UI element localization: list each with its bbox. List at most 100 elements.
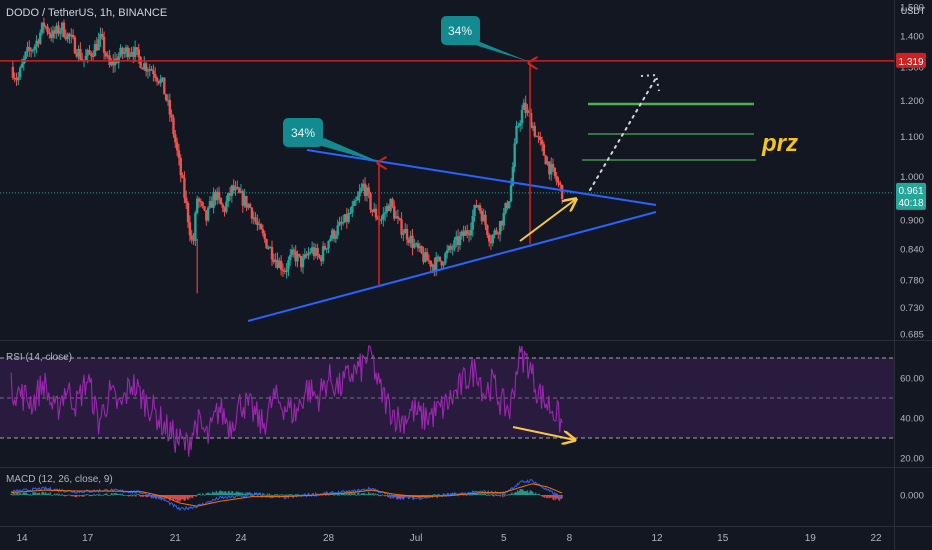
candle (393, 200, 396, 221)
candle (475, 199, 478, 209)
macd-histogram-bar (34, 492, 36, 495)
candle-body (248, 204, 252, 208)
macd-histogram-bar (23, 492, 25, 495)
candle-body (263, 233, 266, 240)
macd-histogram-bar (27, 494, 30, 495)
macd-histogram-bar (20, 494, 22, 495)
candle (502, 207, 505, 230)
projection-arrowhead (640, 73, 660, 92)
candle (274, 253, 277, 268)
chart-title[interactable]: DODO / TetherUS, 1h, BINANCE (6, 7, 167, 19)
rsi-divergence-arrow[interactable] (512, 426, 575, 440)
macd-histogram-bar (109, 495, 112, 496)
candle-body (225, 201, 228, 212)
candle-body (380, 219, 383, 221)
candle-body (334, 235, 338, 239)
candle-body (289, 255, 292, 261)
macd-histogram-bar (54, 493, 56, 495)
macd-histogram-bar (537, 493, 540, 495)
candle-body (268, 246, 272, 249)
candle (347, 208, 350, 224)
candle-body (228, 193, 232, 196)
projection-arrow[interactable] (589, 77, 657, 191)
candle-body (40, 22, 44, 33)
candle (212, 187, 215, 214)
macd-histogram-bar (349, 495, 352, 496)
macd-legend[interactable]: MACD (12, 26, close, 9) (6, 474, 113, 485)
candle-body (549, 163, 553, 175)
macd-histogram-bar (141, 495, 144, 497)
candle (325, 247, 328, 254)
candle (508, 201, 511, 210)
candle (79, 42, 82, 62)
candle (376, 215, 380, 220)
price-tick-label: 1.400 (900, 32, 924, 43)
macd-histogram-bar (114, 492, 116, 495)
callout-left-text: 34% (291, 126, 315, 140)
macd-histogram-bar (94, 495, 96, 496)
price-axis[interactable]: 1.500 1.400 1.300 1.200 1.100 1.000 0.900 0.840… (900, 3, 924, 341)
macd-histogram-bar (242, 492, 244, 495)
macd-histogram-bar (554, 495, 556, 498)
candle-body (400, 219, 403, 235)
candle (405, 224, 409, 246)
candle-body (407, 239, 411, 243)
candle-body (535, 136, 538, 138)
macd-histogram-bar (59, 495, 62, 496)
candle (396, 209, 400, 224)
macd-histogram-bar (295, 495, 298, 496)
callout-left[interactable]: 34% (283, 118, 382, 163)
macd-histogram-bar (211, 491, 214, 495)
macd-histogram-bar (232, 491, 234, 495)
candle-body (383, 212, 387, 214)
candle (307, 247, 310, 260)
macd-histogram-bar (257, 493, 260, 495)
candle-body (404, 228, 407, 234)
macd-histogram-bar (476, 494, 478, 495)
candle-body (119, 47, 122, 57)
candle (62, 19, 66, 38)
candle-body (354, 200, 358, 202)
lower-trendline[interactable] (247, 211, 657, 322)
current-price-label: 0.961 (898, 186, 923, 197)
macd-histogram-bar (373, 495, 375, 496)
candle (104, 51, 108, 60)
rsi-legend[interactable]: RSI (14, close) (6, 352, 72, 363)
candle-body (259, 224, 263, 230)
price-tick-label: 0.685 (900, 330, 924, 341)
time-axis[interactable]: 14 17 21 24 28 Jul 5 8 12 15 19 22 (16, 533, 882, 544)
candle-body (216, 191, 219, 201)
candle-body (55, 25, 58, 34)
candle-body (323, 246, 327, 250)
macd-histogram-bar (110, 492, 113, 495)
candle (236, 180, 239, 190)
callout-right[interactable]: 34% (441, 16, 530, 62)
time-tick-label: Jul (410, 533, 423, 544)
price-pane[interactable] (0, 0, 894, 340)
candle (152, 64, 155, 82)
upper-trendline[interactable] (306, 149, 657, 206)
macd-histogram-bar (32, 492, 34, 495)
candle-body (411, 235, 414, 248)
macd-histogram-bar (106, 493, 108, 495)
candle-body (310, 247, 314, 252)
macd-histogram-bar (481, 494, 483, 496)
candle (250, 207, 254, 224)
macd-histogram-bar (207, 492, 209, 495)
candle (112, 54, 115, 73)
bounce-arrow[interactable] (519, 199, 576, 242)
candle-body (241, 191, 244, 206)
macd-histogram-bar (336, 494, 338, 495)
macd-histogram-bar (18, 493, 20, 495)
candle (188, 215, 192, 242)
candle (205, 210, 208, 226)
candle (256, 214, 259, 231)
candle-body (305, 254, 308, 256)
candle-body (526, 110, 529, 114)
candle (394, 210, 398, 219)
macd-histogram-bar (551, 495, 553, 498)
macd-histogram-bar (273, 495, 275, 496)
candle (210, 196, 213, 208)
macd-histogram-bar (79, 495, 82, 496)
